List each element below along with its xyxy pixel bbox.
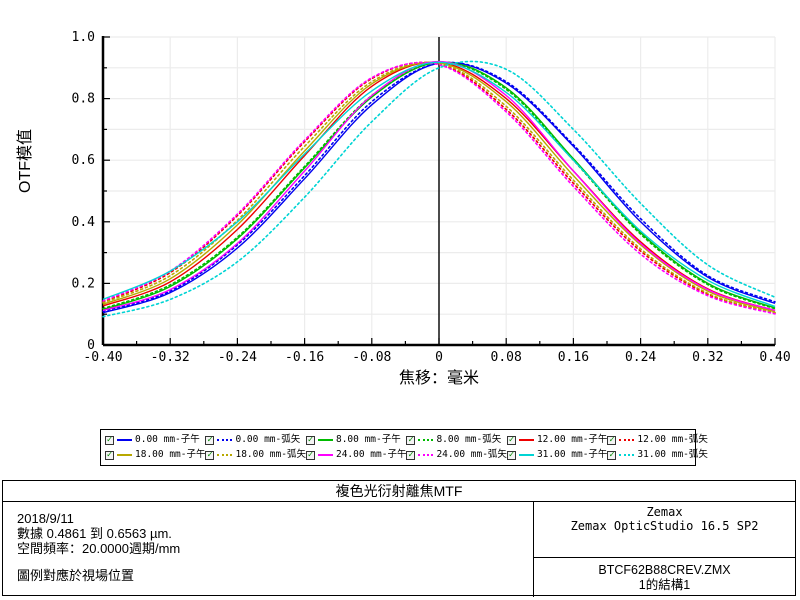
legend-entry: ✓ 8.00 mm-弧矢 (406, 434, 506, 446)
legend-line-sample (117, 454, 132, 456)
legend-entry: ✓ 12.00 mm-弧矢 (607, 434, 708, 446)
legend-line-sample (418, 439, 434, 441)
y-tick-label: 0 (87, 338, 95, 353)
legend-line-sample (217, 454, 233, 456)
through-focus-mtf-chart: -0.40 -0.32 -0.24 -0.16 -0.08 0 0.08 0.16 0.24 0.… (16, 30, 791, 387)
software-version-text: Zemax OpticStudio 16.5 SP2 (570, 519, 759, 533)
x-tick-label: -0.32 (151, 350, 190, 365)
brand-text: Zemax (646, 505, 683, 519)
mtf-curve-11 (102, 60, 776, 318)
legend-line-sample (217, 439, 233, 441)
y-tick-label: 0.4 (72, 215, 96, 230)
legend-label: 31.00 mm-弧矢 (637, 449, 708, 460)
x-tick-label: -0.40 (83, 350, 122, 365)
x-tick-label: 0.40 (759, 350, 790, 365)
legend-label: 18.00 mm-子午 (135, 449, 206, 460)
legend-entry: ✓ 12.00 mm-子午 (506, 434, 608, 446)
x-tick-label: 0 (435, 350, 443, 365)
legend-checkbox-icon[interactable]: ✓ (607, 434, 617, 445)
legend-entry: ✓ 0.00 mm-子午 (105, 434, 205, 446)
legend-entry: ✓ 31.00 mm-弧矢 (607, 449, 708, 461)
wavelength-range-text: 數據 0.4861 到 0.6563 µm. (17, 526, 172, 541)
legend-entry: ✓ 31.00 mm-子午 (506, 449, 608, 461)
legend-line-sample (317, 454, 333, 456)
x-tick-label: 0.32 (692, 350, 723, 365)
legend-label: 18.00 mm-弧矢 (235, 449, 306, 460)
legend-entry: ✓ 24.00 mm-子午 (305, 449, 407, 461)
legend-entry: ✓ 8.00 mm-子午 (305, 434, 406, 446)
legend-label: 12.00 mm-弧矢 (637, 434, 708, 445)
legend-checkbox-icon[interactable]: ✓ (205, 449, 215, 460)
legend-entry: ✓ 18.00 mm-弧矢 (205, 449, 306, 461)
legend-checkbox-icon[interactable]: ✓ (105, 434, 114, 445)
legend-entry: ✓ 18.00 mm-子午 (105, 449, 205, 461)
legend-checkbox-icon[interactable]: ✓ (506, 449, 516, 460)
x-tick-label: -0.24 (218, 350, 257, 365)
legend-label: 0.00 mm-弧矢 (235, 434, 301, 445)
y-tick-label: 0.8 (72, 92, 95, 107)
legend-line-sample (418, 454, 434, 456)
x-tick-label: -0.16 (285, 350, 324, 365)
legend-checkbox-icon[interactable]: ✓ (406, 434, 416, 445)
legend-label: 12.00 mm-子午 (536, 434, 608, 445)
date-text: 2018/9/11 (17, 511, 74, 526)
legend-label: 8.00 mm-弧矢 (436, 434, 502, 445)
mtf-curve-10 (102, 61, 776, 308)
legend-label: 31.00 mm-子午 (536, 449, 608, 460)
legend-checkbox-icon[interactable]: ✓ (607, 449, 617, 460)
x-tick-label: 0.16 (558, 350, 589, 365)
y-tick-label: 0.6 (72, 153, 95, 168)
y-tick-label: 0.2 (72, 276, 95, 291)
legend-checkbox-icon[interactable]: ✓ (406, 449, 416, 460)
legend-entry: ✓ 0.00 mm-弧矢 (205, 434, 305, 446)
y-axis-title: OTF模值 (16, 129, 34, 193)
legend-line-sample (518, 454, 534, 456)
legend-line-sample (619, 439, 635, 441)
legend-label: 8.00 mm-子午 (335, 434, 401, 445)
legend-checkbox-icon[interactable]: ✓ (305, 449, 315, 460)
legend-label: 24.00 mm-子午 (335, 449, 407, 460)
plot-title: 複色光衍射離焦MTF (3, 481, 795, 502)
legend-checkbox-icon[interactable]: ✓ (105, 449, 114, 460)
mtf-curve-9 (102, 61, 776, 315)
analysis-settings-panel: 2018/9/11 數據 0.4861 到 0.6563 µm. 空間頻率：20… (3, 502, 533, 597)
legend-entry: ✓ 24.00 mm-弧矢 (406, 449, 507, 461)
software-version-cell: Zemax Zemax OpticStudio 16.5 SP2 (534, 502, 795, 558)
y-tick-label: 1.0 (72, 30, 95, 45)
legend-label: 0.00 mm-子午 (135, 434, 200, 445)
x-axis-title: 焦移：毫米 (399, 368, 479, 387)
legend-line-sample (117, 439, 132, 441)
x-tick-label: -0.08 (352, 350, 391, 365)
file-info-cell: BTCF62B88CREV.ZMX 1的結構1 (534, 558, 795, 597)
legend-checkbox-icon[interactable]: ✓ (205, 434, 215, 445)
mtf-curve-7 (102, 61, 776, 314)
plot-info-table: 複色光衍射離焦MTF 2018/9/11 數據 0.4861 到 0.6563 … (2, 480, 796, 597)
legend-checkbox-icon[interactable]: ✓ (506, 434, 516, 445)
spatial-frequency-text: 空間頻率：20.0000週期/mm (17, 541, 181, 556)
configuration-text: 1的結構1 (638, 578, 691, 592)
file-name-text: BTCF62B88CREV.ZMX (598, 563, 731, 577)
legend-checkbox-icon[interactable]: ✓ (305, 434, 315, 445)
legend-line-sample (317, 439, 333, 441)
x-tick-label: 0.08 (491, 350, 522, 365)
software-info-panel: Zemax Zemax OpticStudio 16.5 SP2 BTCF62B… (533, 502, 795, 597)
legend-label: 24.00 mm-弧矢 (436, 449, 507, 460)
legend-line-sample (619, 454, 635, 456)
legend-line-sample (518, 439, 534, 441)
legend-note-text: 圖例對應於視場位置 (17, 568, 135, 583)
field-legend: ✓ 0.00 mm-子午 ✓ 0.00 mm-弧矢 ✓ 8.00 mm-子午 ✓ 8.00 m… (100, 429, 708, 466)
x-tick-label: 0.24 (625, 350, 656, 365)
